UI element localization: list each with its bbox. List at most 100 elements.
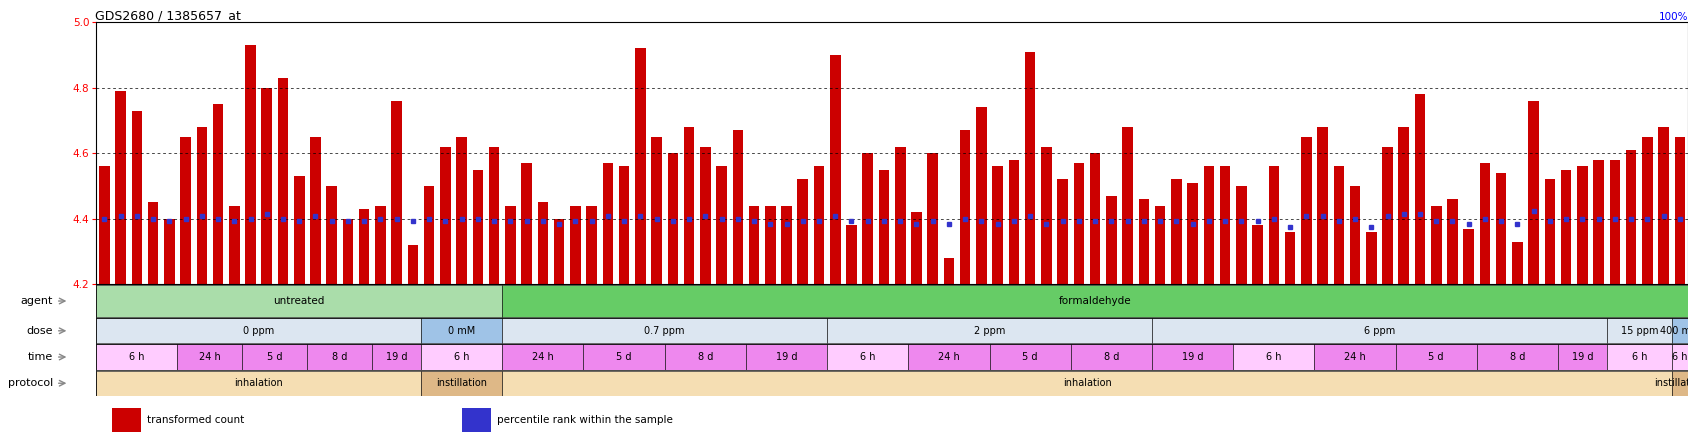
Bar [908,345,989,369]
Bar [797,179,809,284]
Bar [213,104,223,284]
Text: 6 h: 6 h [1673,352,1688,362]
Bar [373,345,420,369]
Bar [1545,179,1555,284]
Text: 8 d: 8 d [697,352,712,362]
Text: 5 d: 5 d [1428,352,1443,362]
Bar [912,212,922,284]
Bar [1398,127,1409,284]
Bar [701,147,711,284]
Bar [733,131,743,284]
Bar [473,170,483,284]
Bar [1671,318,1688,343]
Bar [1171,179,1182,284]
Bar [360,209,370,284]
Bar [1187,183,1198,284]
Bar [503,371,1671,396]
Text: 0 ppm: 0 ppm [243,326,273,336]
Bar [635,48,645,284]
Bar [1447,199,1458,284]
Text: inhalation: inhalation [235,378,284,388]
Bar [522,163,532,284]
Bar [1607,318,1671,343]
Bar [1090,153,1101,284]
Bar [1558,345,1607,369]
Text: 5 d: 5 d [267,352,282,362]
Text: 24 h: 24 h [532,352,554,362]
Bar [1607,345,1671,369]
Bar [603,163,613,284]
Bar [830,55,841,284]
Bar [1301,137,1312,284]
Bar [96,285,503,317]
Text: 24 h: 24 h [199,352,221,362]
Bar [1671,371,1688,396]
Bar [503,345,584,369]
Text: 6 h: 6 h [454,352,469,362]
Text: 6 ppm: 6 ppm [1364,326,1394,336]
Bar [827,318,1151,343]
Bar [1074,163,1084,284]
Bar [111,408,140,432]
Bar [375,206,387,284]
Text: protocol: protocol [8,378,52,388]
Bar [746,345,827,369]
Bar [424,186,434,284]
Bar [1220,166,1231,284]
Text: 24 h: 24 h [939,352,960,362]
Bar [96,345,177,369]
Bar [311,137,321,284]
Text: 6 h: 6 h [859,352,876,362]
Bar [1671,345,1688,369]
Bar [1315,345,1396,369]
Bar [537,202,549,284]
Bar [895,147,905,284]
Bar [814,166,824,284]
Bar [989,345,1070,369]
Bar [1658,127,1669,284]
Bar [827,345,908,369]
Bar [1431,206,1442,284]
Bar [441,147,451,284]
Bar [132,111,142,284]
Text: 2 ppm: 2 ppm [974,326,1006,336]
Bar [1285,232,1295,284]
Bar [177,345,243,369]
Bar [1396,345,1477,369]
Bar [1041,147,1052,284]
Bar [294,176,304,284]
Bar [667,153,679,284]
Text: GDS2680 / 1385657_at: GDS2680 / 1385657_at [95,9,240,22]
Bar [1268,166,1280,284]
Bar [1674,137,1685,284]
Bar [181,137,191,284]
Bar [1025,52,1035,284]
Bar [1139,199,1150,284]
Text: 6 h: 6 h [1266,352,1281,362]
Text: 24 h: 24 h [1344,352,1366,362]
Bar [586,206,598,284]
Text: 100%: 100% [1659,12,1688,22]
Bar [1317,127,1328,284]
Text: 19 d: 19 d [776,352,797,362]
Text: instillation: instillation [1654,378,1688,388]
Bar [749,206,760,284]
Text: 5 d: 5 d [1023,352,1038,362]
Bar [1382,147,1393,284]
Text: agent: agent [20,296,52,306]
Bar [1057,179,1069,284]
Bar [343,219,353,284]
Bar [571,206,581,284]
Bar [1512,242,1523,284]
Bar [1236,186,1247,284]
Bar [1626,150,1636,284]
Bar [782,206,792,284]
Bar [503,285,1688,317]
Bar [1577,166,1588,284]
Text: dose: dose [27,326,52,336]
Text: 8 d: 8 d [333,352,348,362]
Bar [1350,186,1361,284]
Bar [100,166,110,284]
Bar [879,170,890,284]
Text: 0.7 ppm: 0.7 ppm [645,326,685,336]
